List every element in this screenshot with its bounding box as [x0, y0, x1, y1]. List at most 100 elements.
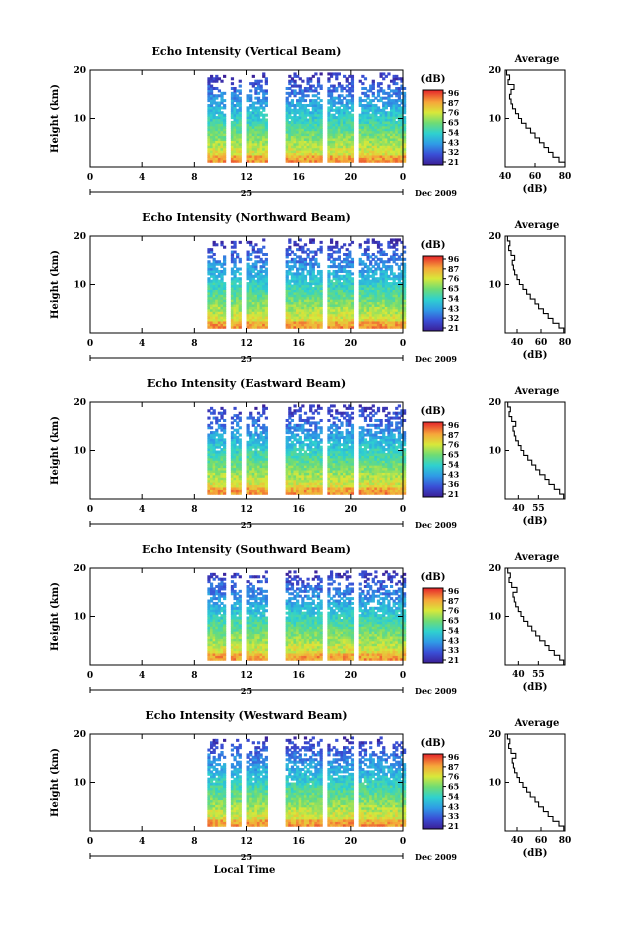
- heatmap-cell: [293, 130, 297, 134]
- heatmap-cell: [340, 133, 344, 137]
- heatmap-cell: [382, 154, 386, 158]
- heatmap-cell: [392, 250, 396, 254]
- heatmap-cell: [343, 301, 347, 305]
- heatmap-cell: [249, 145, 253, 149]
- heatmap-cell: [207, 440, 211, 444]
- heatmap-cell: [376, 277, 381, 281]
- heatmap-cell: [329, 469, 334, 473]
- heatmap-cell: [316, 142, 321, 146]
- heatmap-cell: [296, 282, 300, 286]
- heatmap-cell: [246, 323, 250, 327]
- heatmap-cell: [319, 113, 323, 117]
- heatmap-cell: [290, 320, 295, 324]
- heatmap-cell: [382, 318, 386, 322]
- heatmap-cell: [332, 86, 336, 91]
- heatmap-cell: [262, 72, 266, 76]
- colorbar-tick-label: 54: [448, 127, 460, 137]
- heatmap-cell: [363, 147, 368, 151]
- heatmap-cell: [233, 108, 237, 112]
- heatmap-cell: [246, 94, 250, 98]
- heatmap-cell: [369, 311, 373, 315]
- heatmap-cell: [345, 457, 349, 461]
- heatmap-cell: [215, 142, 219, 146]
- heatmap-cell: [329, 106, 334, 110]
- heatmap-cell: [382, 260, 386, 264]
- heatmap-cell: [246, 460, 250, 464]
- heatmap-cell: [233, 260, 237, 264]
- heatmap-cell: [303, 111, 308, 115]
- heatmap-cell: [256, 489, 261, 493]
- heatmap-cell: [306, 416, 310, 420]
- heatmap-cell: [329, 118, 334, 122]
- heatmap-cell: [215, 306, 219, 310]
- heatmap-cell: [327, 289, 331, 293]
- heatmap-cell: [217, 313, 222, 317]
- heatmap-cell: [223, 289, 227, 293]
- heatmap-cell: [319, 135, 323, 139]
- heatmap-cell: [215, 303, 219, 307]
- heatmap-cell: [361, 279, 365, 283]
- heatmap-cell: [371, 238, 375, 242]
- heatmap-cell: [285, 284, 289, 288]
- heatmap-cell: [256, 299, 261, 303]
- heatmap-cell: [298, 99, 302, 103]
- heatmap-cell: [319, 133, 323, 137]
- heatmap-cell: [238, 474, 242, 478]
- heatmap-cell: [389, 99, 394, 103]
- heatmap-cell: [343, 484, 347, 488]
- heatmap-cell: [236, 311, 240, 315]
- heatmap-cell: [254, 262, 258, 266]
- heatmap-cell: [395, 301, 399, 305]
- heatmap-cell: [262, 140, 266, 144]
- heatmap-cell: [249, 431, 253, 435]
- heatmap-cell: [345, 320, 349, 324]
- heatmap-cell: [319, 308, 323, 312]
- heatmap-cell: [306, 147, 310, 151]
- heatmap-cell: [316, 426, 321, 430]
- heatmap-cell: [215, 489, 219, 493]
- heatmap-cell: [382, 279, 386, 283]
- heatmap-cell: [345, 411, 349, 415]
- heatmap-cell: [209, 411, 214, 415]
- heatmap-cell: [376, 145, 381, 149]
- heatmap-cell: [384, 320, 388, 324]
- heatmap-cell: [256, 462, 261, 466]
- heatmap-cell: [384, 291, 388, 295]
- heatmap-cell: [340, 140, 344, 144]
- heatmap-cell: [348, 435, 352, 439]
- heatmap-cell: [316, 150, 321, 154]
- heatmap-cell: [403, 152, 407, 156]
- heatmap-cell: [374, 308, 378, 312]
- heatmap-cell: [395, 152, 399, 156]
- heatmap-cell: [288, 491, 292, 495]
- heatmap-cell: [254, 479, 258, 483]
- heatmap-cell: [259, 147, 263, 151]
- x-tick-label: 0: [87, 339, 93, 349]
- heatmap-cell: [246, 428, 250, 432]
- heatmap-cell: [350, 467, 355, 471]
- heatmap-cell: [384, 316, 388, 320]
- heatmap-cell: [340, 118, 344, 122]
- heatmap-cell: [217, 299, 222, 303]
- colorbar-tick-label: 76: [448, 108, 460, 118]
- heatmap-cell: [212, 108, 216, 112]
- heatmap-cell: [233, 445, 237, 449]
- heatmap-cell: [238, 159, 242, 163]
- heatmap-cell: [215, 274, 219, 278]
- heatmap-cell: [285, 438, 289, 442]
- heatmap-cell: [340, 289, 344, 293]
- heatmap-cell: [290, 159, 295, 163]
- heatmap-cell: [348, 137, 352, 141]
- heatmap-cell: [371, 147, 375, 151]
- heatmap-cell: [382, 299, 386, 303]
- heatmap-cell: [303, 106, 308, 110]
- heatmap-cell: [298, 128, 302, 132]
- heatmap-cell: [264, 406, 268, 410]
- heatmap-cell: [343, 457, 347, 461]
- heatmap-cell: [215, 269, 219, 273]
- heatmap-cell: [298, 477, 302, 481]
- heatmap-cell: [285, 306, 289, 310]
- heatmap-cell: [246, 303, 250, 307]
- heatmap-cell: [223, 474, 227, 478]
- heatmap-cell: [264, 267, 268, 271]
